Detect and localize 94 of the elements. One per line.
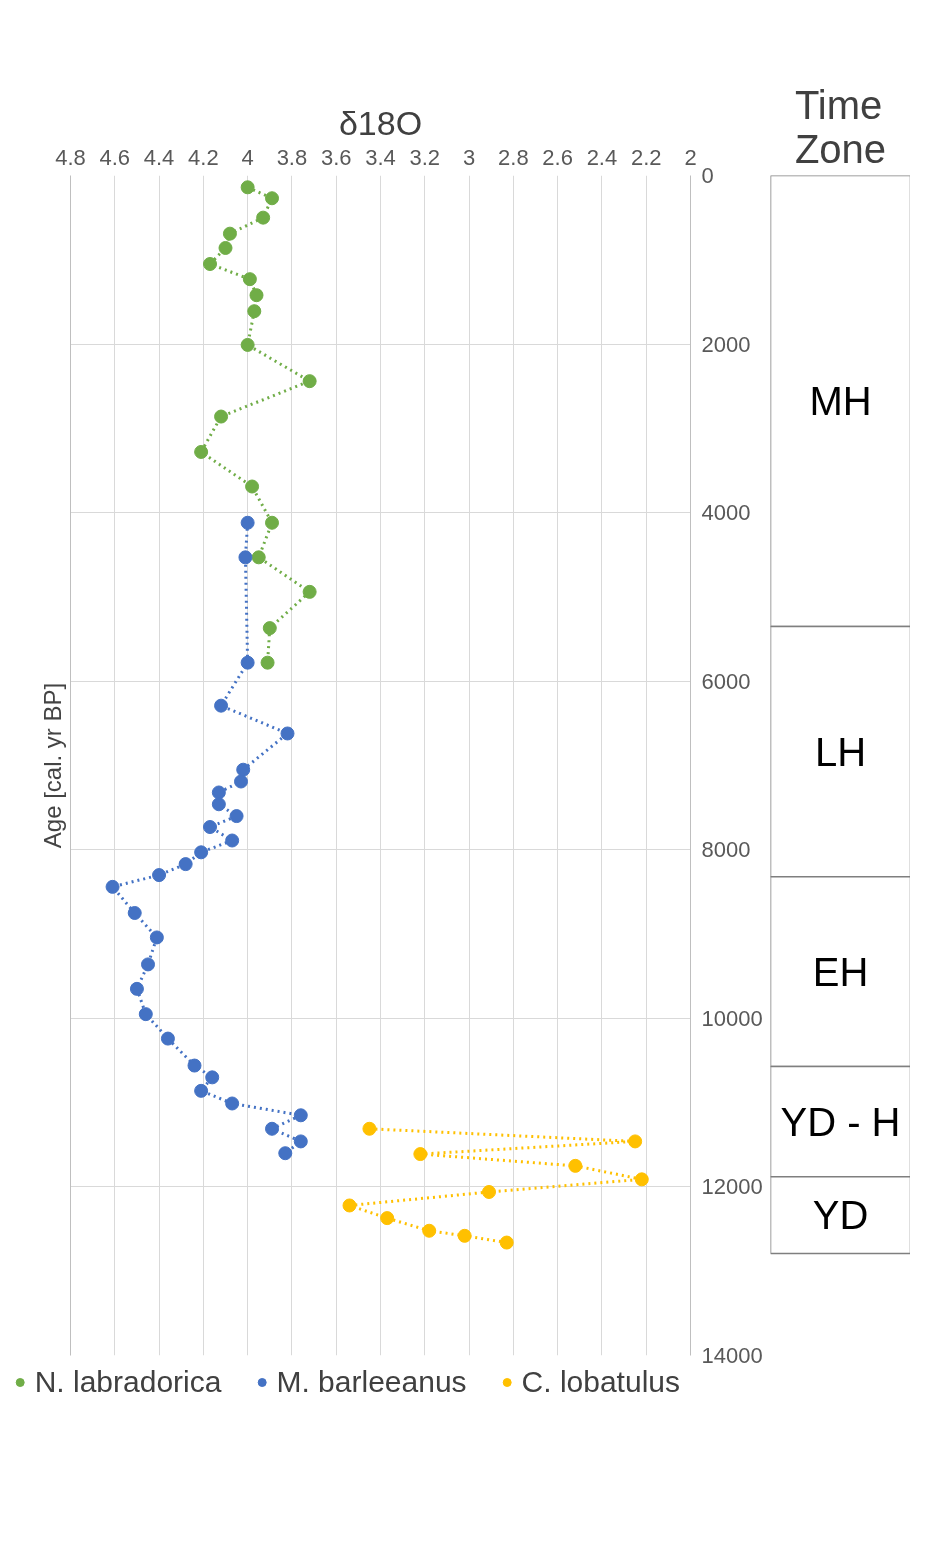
point <box>105 879 120 894</box>
point <box>293 1108 308 1123</box>
y-tick-label: 4000 <box>701 500 751 526</box>
y-tick-label: 8000 <box>701 837 751 863</box>
chart-title: Time Zone <box>794 82 887 171</box>
point <box>342 1198 357 1213</box>
x-tick-label: 4.6 <box>99 144 131 170</box>
legend-label: N. labradorica <box>34 1365 222 1399</box>
point <box>138 1007 153 1022</box>
point <box>457 1228 472 1243</box>
point <box>380 1211 395 1226</box>
point <box>628 1134 643 1149</box>
point <box>211 797 226 812</box>
point <box>141 957 155 972</box>
point <box>265 191 279 206</box>
point <box>242 272 257 287</box>
point <box>229 809 244 824</box>
point <box>240 180 255 195</box>
y-tick-label: 12000 <box>701 1174 763 1200</box>
point <box>240 337 255 352</box>
series-label: MH <box>809 378 872 423</box>
point <box>205 1070 220 1085</box>
point <box>194 1083 209 1098</box>
x-tick-label: 2.6 <box>542 144 573 170</box>
x-tick-label: 4 <box>241 144 254 170</box>
x-tick-label: 3 <box>462 144 476 170</box>
point <box>256 210 271 225</box>
y-axis-title: Age [cal. yr BP] <box>38 682 66 849</box>
x-tick-label: 2.8 <box>498 144 529 170</box>
series-label: LH <box>814 729 867 774</box>
point <box>222 226 237 241</box>
point <box>265 515 279 530</box>
point <box>249 288 264 303</box>
x-tick-label: 2.4 <box>586 144 618 170</box>
point <box>187 1058 202 1073</box>
y-tick-label: 2000 <box>701 331 751 357</box>
point <box>218 241 233 255</box>
x-tick-label: 3.8 <box>276 144 308 170</box>
point <box>194 444 209 459</box>
point <box>225 833 240 848</box>
point <box>568 1158 583 1173</box>
point <box>362 1121 377 1136</box>
point <box>203 257 217 271</box>
point <box>245 479 260 494</box>
x-tick-label: 2.2 <box>630 144 662 170</box>
y-tick-label: 0 <box>701 163 714 188</box>
chart-title: δ18O <box>338 103 423 142</box>
series-label: YD - H <box>780 1099 901 1144</box>
x-tick-label: 4.2 <box>188 144 219 170</box>
series-label: EH <box>812 949 869 994</box>
point <box>178 857 193 872</box>
point <box>251 550 266 565</box>
point <box>247 304 262 319</box>
y-tick-label: 10000 <box>701 1005 763 1031</box>
point <box>293 1134 308 1149</box>
point <box>214 409 229 424</box>
x-tick-label: 3.6 <box>320 144 352 170</box>
y-tick-label: 6000 <box>701 668 751 694</box>
point <box>240 515 255 530</box>
point <box>234 774 248 789</box>
y-tick-label: 14000 <box>701 1343 763 1368</box>
point <box>260 655 275 670</box>
x-tick-label: 4.8 <box>55 144 86 170</box>
point <box>160 1031 175 1046</box>
point <box>280 726 295 741</box>
point <box>129 981 144 996</box>
point <box>149 930 164 945</box>
legend-label: M. barleeanus <box>276 1365 467 1399</box>
point <box>413 1147 428 1162</box>
point <box>236 762 251 777</box>
x-tick-label: 3.2 <box>409 144 441 170</box>
point <box>225 1096 240 1111</box>
x-tick-label: 4.4 <box>143 144 175 170</box>
point <box>262 621 277 636</box>
point <box>152 868 167 883</box>
point <box>634 1172 649 1187</box>
point <box>499 1235 514 1250</box>
point <box>238 550 253 565</box>
x-tick-label: 3.4 <box>365 144 396 170</box>
point <box>194 845 209 860</box>
point <box>211 785 226 800</box>
point <box>278 1146 293 1161</box>
series-label: YD <box>812 1193 869 1238</box>
point <box>482 1185 496 1199</box>
legend-label: C. lobatulus <box>521 1365 680 1399</box>
point <box>302 374 317 389</box>
point <box>422 1223 437 1238</box>
x-tick-label: 2 <box>684 144 697 170</box>
point <box>240 655 255 670</box>
point <box>127 906 142 920</box>
point <box>302 584 317 599</box>
point <box>265 1121 279 1136</box>
point <box>203 820 217 835</box>
point <box>214 698 229 713</box>
